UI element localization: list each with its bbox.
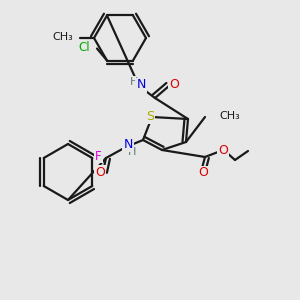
Text: CH₃: CH₃ (52, 32, 73, 42)
Text: N: N (123, 137, 133, 151)
Text: O: O (95, 166, 105, 178)
Text: H: H (130, 77, 138, 87)
Text: N: N (136, 79, 146, 92)
Text: CH₃: CH₃ (219, 111, 240, 121)
Text: O: O (218, 145, 228, 158)
Text: S: S (146, 110, 154, 122)
Text: O: O (198, 167, 208, 179)
Text: O: O (169, 79, 179, 92)
Text: H: H (128, 147, 136, 157)
Text: Cl: Cl (78, 41, 90, 54)
Text: F: F (95, 149, 102, 163)
